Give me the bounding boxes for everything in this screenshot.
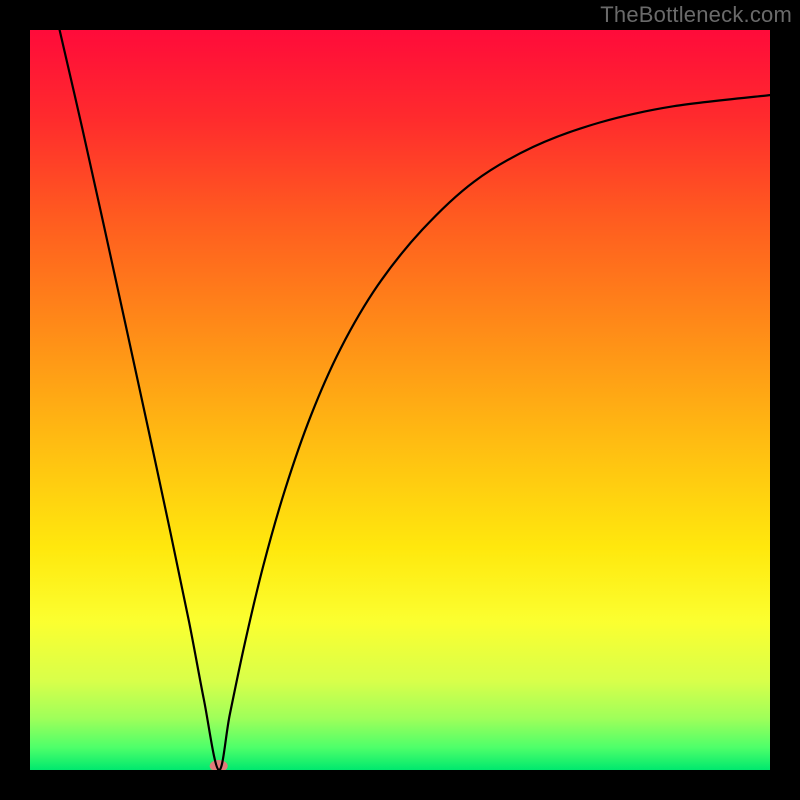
chart-container: TheBottleneck.com — [0, 0, 800, 800]
plot-area — [30, 30, 770, 770]
bottleneck-curve — [60, 30, 770, 770]
watermark-text: TheBottleneck.com — [600, 2, 792, 28]
curve-layer — [30, 30, 770, 770]
